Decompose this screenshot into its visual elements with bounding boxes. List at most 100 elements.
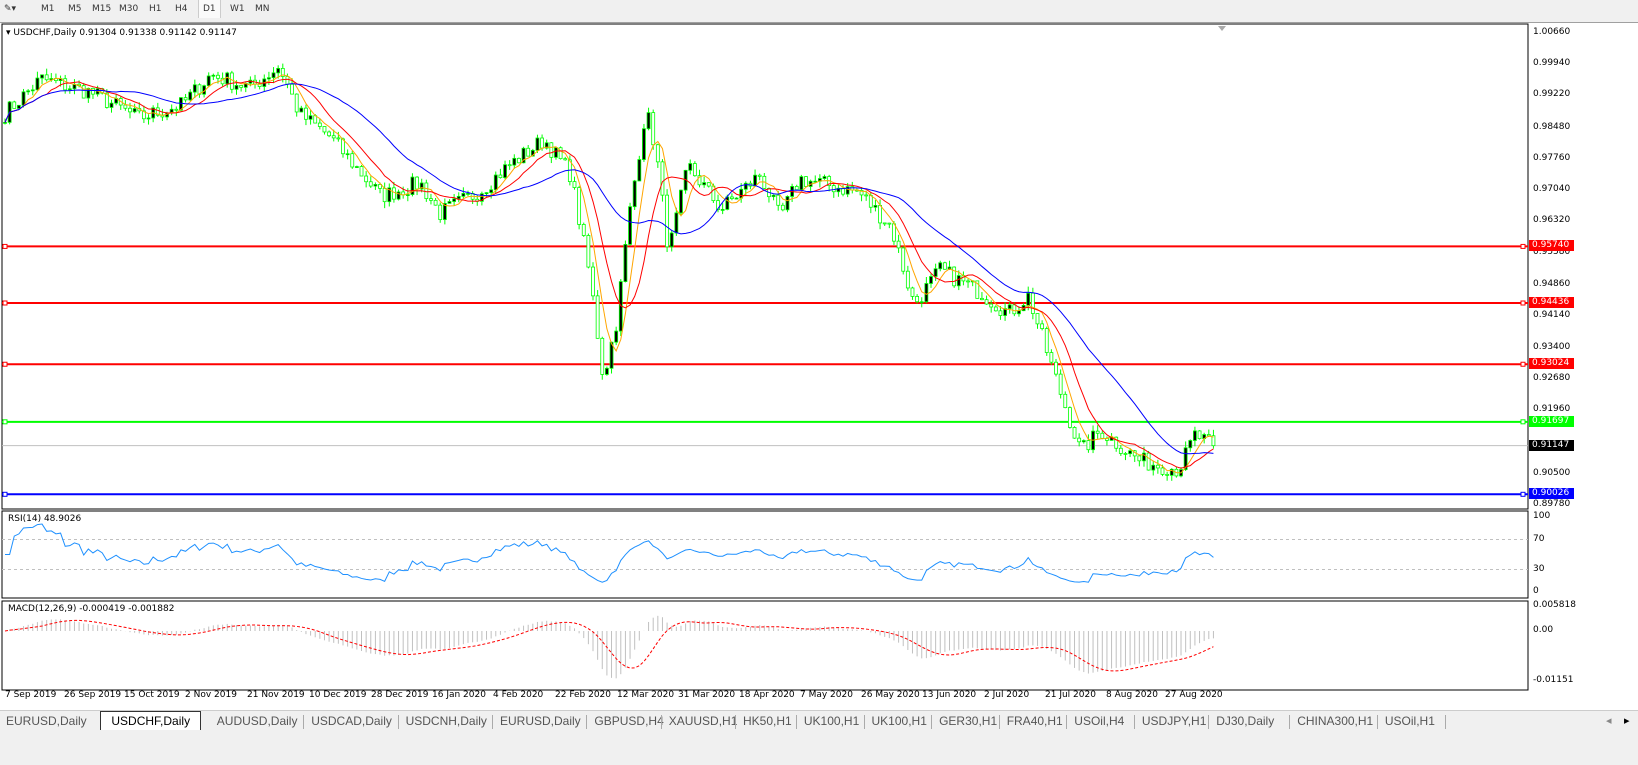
candle [651, 109, 656, 150]
candle [720, 203, 725, 215]
chart-tab[interactable]: FRA40,H1 [1006, 714, 1063, 728]
chart-tab[interactable]: EURUSD,Daily [500, 714, 581, 728]
chart-tab[interactable]: USOil,H1 [1384, 714, 1435, 728]
candle [757, 173, 762, 181]
candle [67, 85, 72, 94]
tf-m1[interactable]: M1 [41, 4, 55, 14]
chart-tab[interactable]: USOil,H4 [1074, 714, 1125, 728]
candle [924, 277, 929, 304]
level-handle[interactable] [2, 361, 8, 367]
candle [558, 146, 563, 160]
candle [438, 202, 443, 223]
chart-tab[interactable]: CHINA300,H1 [1297, 714, 1374, 728]
candle [387, 183, 392, 207]
chart-tab[interactable]: USDJPY,H1 [1141, 714, 1207, 728]
chart-canvas[interactable] [0, 0, 1638, 710]
candle [896, 234, 901, 253]
tf-w1[interactable]: W1 [230, 4, 245, 14]
chart-tab[interactable]: USDCNH,Daily [405, 714, 487, 728]
candle [405, 188, 410, 202]
candle [887, 222, 892, 229]
candle [554, 146, 558, 160]
price-panel [1, 23, 1529, 510]
level-handle[interactable] [1520, 419, 1526, 425]
chart-tab[interactable]: GBPUSD,H4 [594, 714, 664, 728]
macd-signal-line [4, 619, 1214, 672]
tf-m15[interactable]: M15 [92, 4, 112, 14]
price-axis-label: 0.90500 [1533, 467, 1571, 478]
level-price-label: 0.93024 [1529, 358, 1574, 370]
candle [1072, 426, 1077, 439]
candle [239, 85, 244, 92]
candle [1197, 430, 1202, 440]
chart-tab[interactable]: EURUSD,Daily [6, 714, 87, 728]
candle [734, 197, 739, 200]
candle [40, 74, 44, 84]
candle [1146, 450, 1151, 471]
tab-separator [998, 715, 1000, 729]
level-handle[interactable] [2, 243, 8, 249]
tf-mn[interactable]: MN [255, 4, 270, 14]
date-axis-label: 13 Jun 2020 [922, 690, 977, 700]
candle [683, 169, 688, 194]
chart-tab[interactable]: AUDUSD,Daily [216, 714, 298, 728]
chart-tab[interactable]: UK100,H1 [871, 714, 927, 728]
candle [419, 178, 424, 193]
level-handle[interactable] [2, 300, 8, 306]
date-axis-label: 2 Nov 2019 [185, 690, 237, 700]
candle [822, 174, 827, 180]
macd-label: MACD(12,26,9) -0.000419 -0.001882 [8, 604, 175, 614]
candle [30, 84, 35, 96]
candle [1211, 429, 1216, 449]
candle [984, 295, 989, 305]
candle [780, 202, 785, 212]
candle [35, 71, 40, 91]
price-axis-label: 0.91960 [1533, 404, 1571, 415]
tab-scroll-right-icon[interactable]: ▸ [1624, 714, 1630, 727]
candle [479, 191, 484, 206]
level-handle[interactable] [2, 491, 8, 497]
tf-h1[interactable]: H1 [149, 4, 162, 14]
level-handle[interactable] [1520, 300, 1526, 306]
price-axis-label: 0.94140 [1533, 309, 1571, 320]
candle [919, 297, 924, 308]
date-axis-label: 22 Feb 2020 [555, 690, 612, 700]
tf-h4[interactable]: H4 [175, 4, 188, 14]
candle [1128, 448, 1132, 458]
chart-tab[interactable]: UK100,H1 [803, 714, 860, 728]
candle [942, 261, 947, 270]
candle [484, 192, 489, 198]
tab-separator [397, 715, 399, 729]
candle [109, 99, 114, 113]
chart-tab[interactable]: USDCAD,Daily [311, 714, 392, 728]
candle [831, 182, 836, 198]
level-handle[interactable] [1520, 361, 1526, 367]
candle [192, 79, 197, 99]
chart-tab[interactable]: XAUUSD,H1 [668, 714, 738, 728]
chart-tab[interactable]: HK50,H1 [743, 714, 792, 728]
candle [859, 187, 864, 202]
chart-tab[interactable]: USDCHF,Daily [100, 711, 202, 730]
chart-tab[interactable]: DJ30,Daily [1216, 714, 1275, 728]
candle [429, 193, 433, 205]
tf-m5[interactable]: M5 [68, 4, 82, 14]
chart-tab[interactable]: GER30,H1 [939, 714, 998, 728]
price-axis-label: 0.94860 [1533, 278, 1571, 289]
chart-header-text: USDCHF,Daily 0.91304 0.91338 0.91142 0.9… [13, 28, 237, 38]
tab-scroll-left-icon[interactable]: ◂ [1606, 714, 1612, 727]
level-handle[interactable] [2, 419, 8, 425]
candle [628, 202, 632, 246]
candle [317, 119, 322, 130]
tf-m30[interactable]: M30 [119, 4, 139, 14]
level-handle[interactable] [1520, 243, 1526, 249]
line-tool-icon[interactable]: ✎▾ [4, 4, 17, 14]
candle [188, 89, 193, 102]
shift-marker-icon[interactable] [1218, 26, 1226, 31]
rsi-label: RSI(14) 48.9026 [8, 514, 82, 524]
candle [1058, 369, 1063, 399]
candle [702, 176, 707, 188]
tf-d1[interactable]: D1 [198, 0, 221, 18]
tab-separator [863, 715, 865, 729]
level-handle[interactable] [1520, 491, 1526, 497]
candle [998, 305, 1003, 320]
